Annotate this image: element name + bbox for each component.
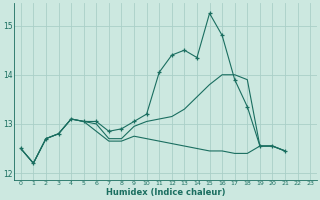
X-axis label: Humidex (Indice chaleur): Humidex (Indice chaleur) <box>106 188 225 197</box>
